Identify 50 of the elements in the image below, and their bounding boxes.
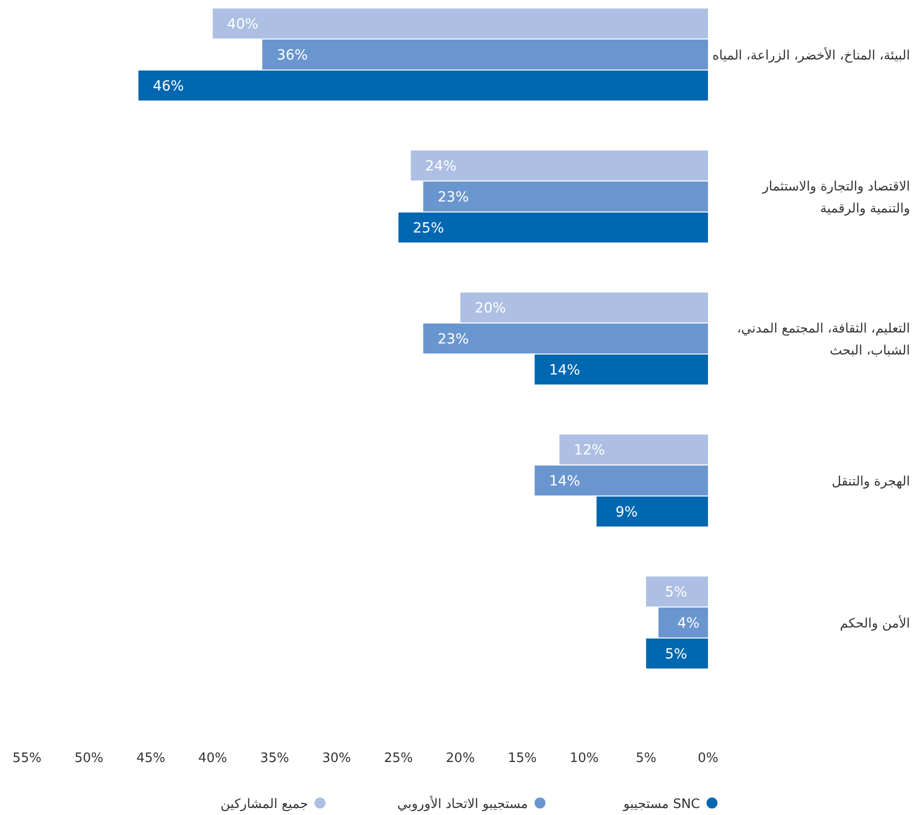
data-label: 23% [438, 190, 469, 206]
x-tick-label: 0% [698, 751, 718, 766]
legend-label: SNC مستجيبو [622, 797, 700, 812]
x-tick-label: 45% [136, 751, 166, 766]
data-label: 14% [549, 362, 580, 378]
x-tick-label: 10% [570, 751, 599, 766]
bar [212, 8, 708, 38]
y-tick-label: البيئة، المناخ، الأخضر، الزراعة، المياه [712, 46, 910, 64]
data-label: 36% [276, 48, 308, 64]
y-tick-label: الاقتصاد والتجارة والاستثمار والتنمية والرقمية [762, 180, 910, 216]
bar [423, 324, 708, 354]
data-label: 14% [549, 474, 580, 490]
bar [646, 576, 708, 606]
bar [138, 70, 708, 100]
data-label: 46% [152, 78, 184, 94]
x-tick-label: 50% [74, 751, 104, 766]
bar [658, 608, 708, 638]
data-label: 12% [574, 442, 605, 458]
data-label: 24% [425, 158, 456, 174]
data-label: 25% [412, 220, 444, 236]
bar [646, 638, 708, 668]
x-tick-label: 35% [260, 751, 290, 766]
legend-label: مستجيبو الاتحاد الأوروبي [397, 795, 528, 812]
y-tick-label: الأمن والحكم [840, 614, 910, 632]
bar [423, 182, 708, 212]
x-tick-label: 20% [446, 751, 475, 766]
data-label: 20% [474, 300, 506, 316]
bar [534, 354, 708, 384]
x-tick-label: 55% [12, 751, 42, 766]
data-label: 23% [438, 332, 469, 348]
x-tick-label: 40% [198, 751, 228, 766]
legend-label: جميع المشاركين [220, 797, 308, 812]
x-tick-label: 30% [322, 751, 351, 766]
data-label: 5% [664, 646, 688, 662]
y-tick-label: التعليم، الثقافة، المجتمع المدني، الشباب، البحث [736, 322, 910, 358]
bar [398, 212, 708, 242]
data-label: 40% [227, 16, 258, 32]
x-tick-label: 25% [384, 751, 413, 766]
bar [262, 40, 708, 70]
y-tick-label: الهجرة والتنقل [832, 474, 910, 490]
x-tick-label: 15% [508, 751, 537, 766]
bar [596, 496, 708, 526]
bar [460, 292, 708, 322]
data-label: 5% [664, 584, 688, 600]
bar [410, 150, 708, 180]
x-tick-label: 5% [636, 751, 656, 766]
data-label: 9% [615, 504, 638, 520]
bar [559, 434, 708, 464]
data-label: 4% [677, 616, 700, 632]
bar [534, 466, 708, 496]
